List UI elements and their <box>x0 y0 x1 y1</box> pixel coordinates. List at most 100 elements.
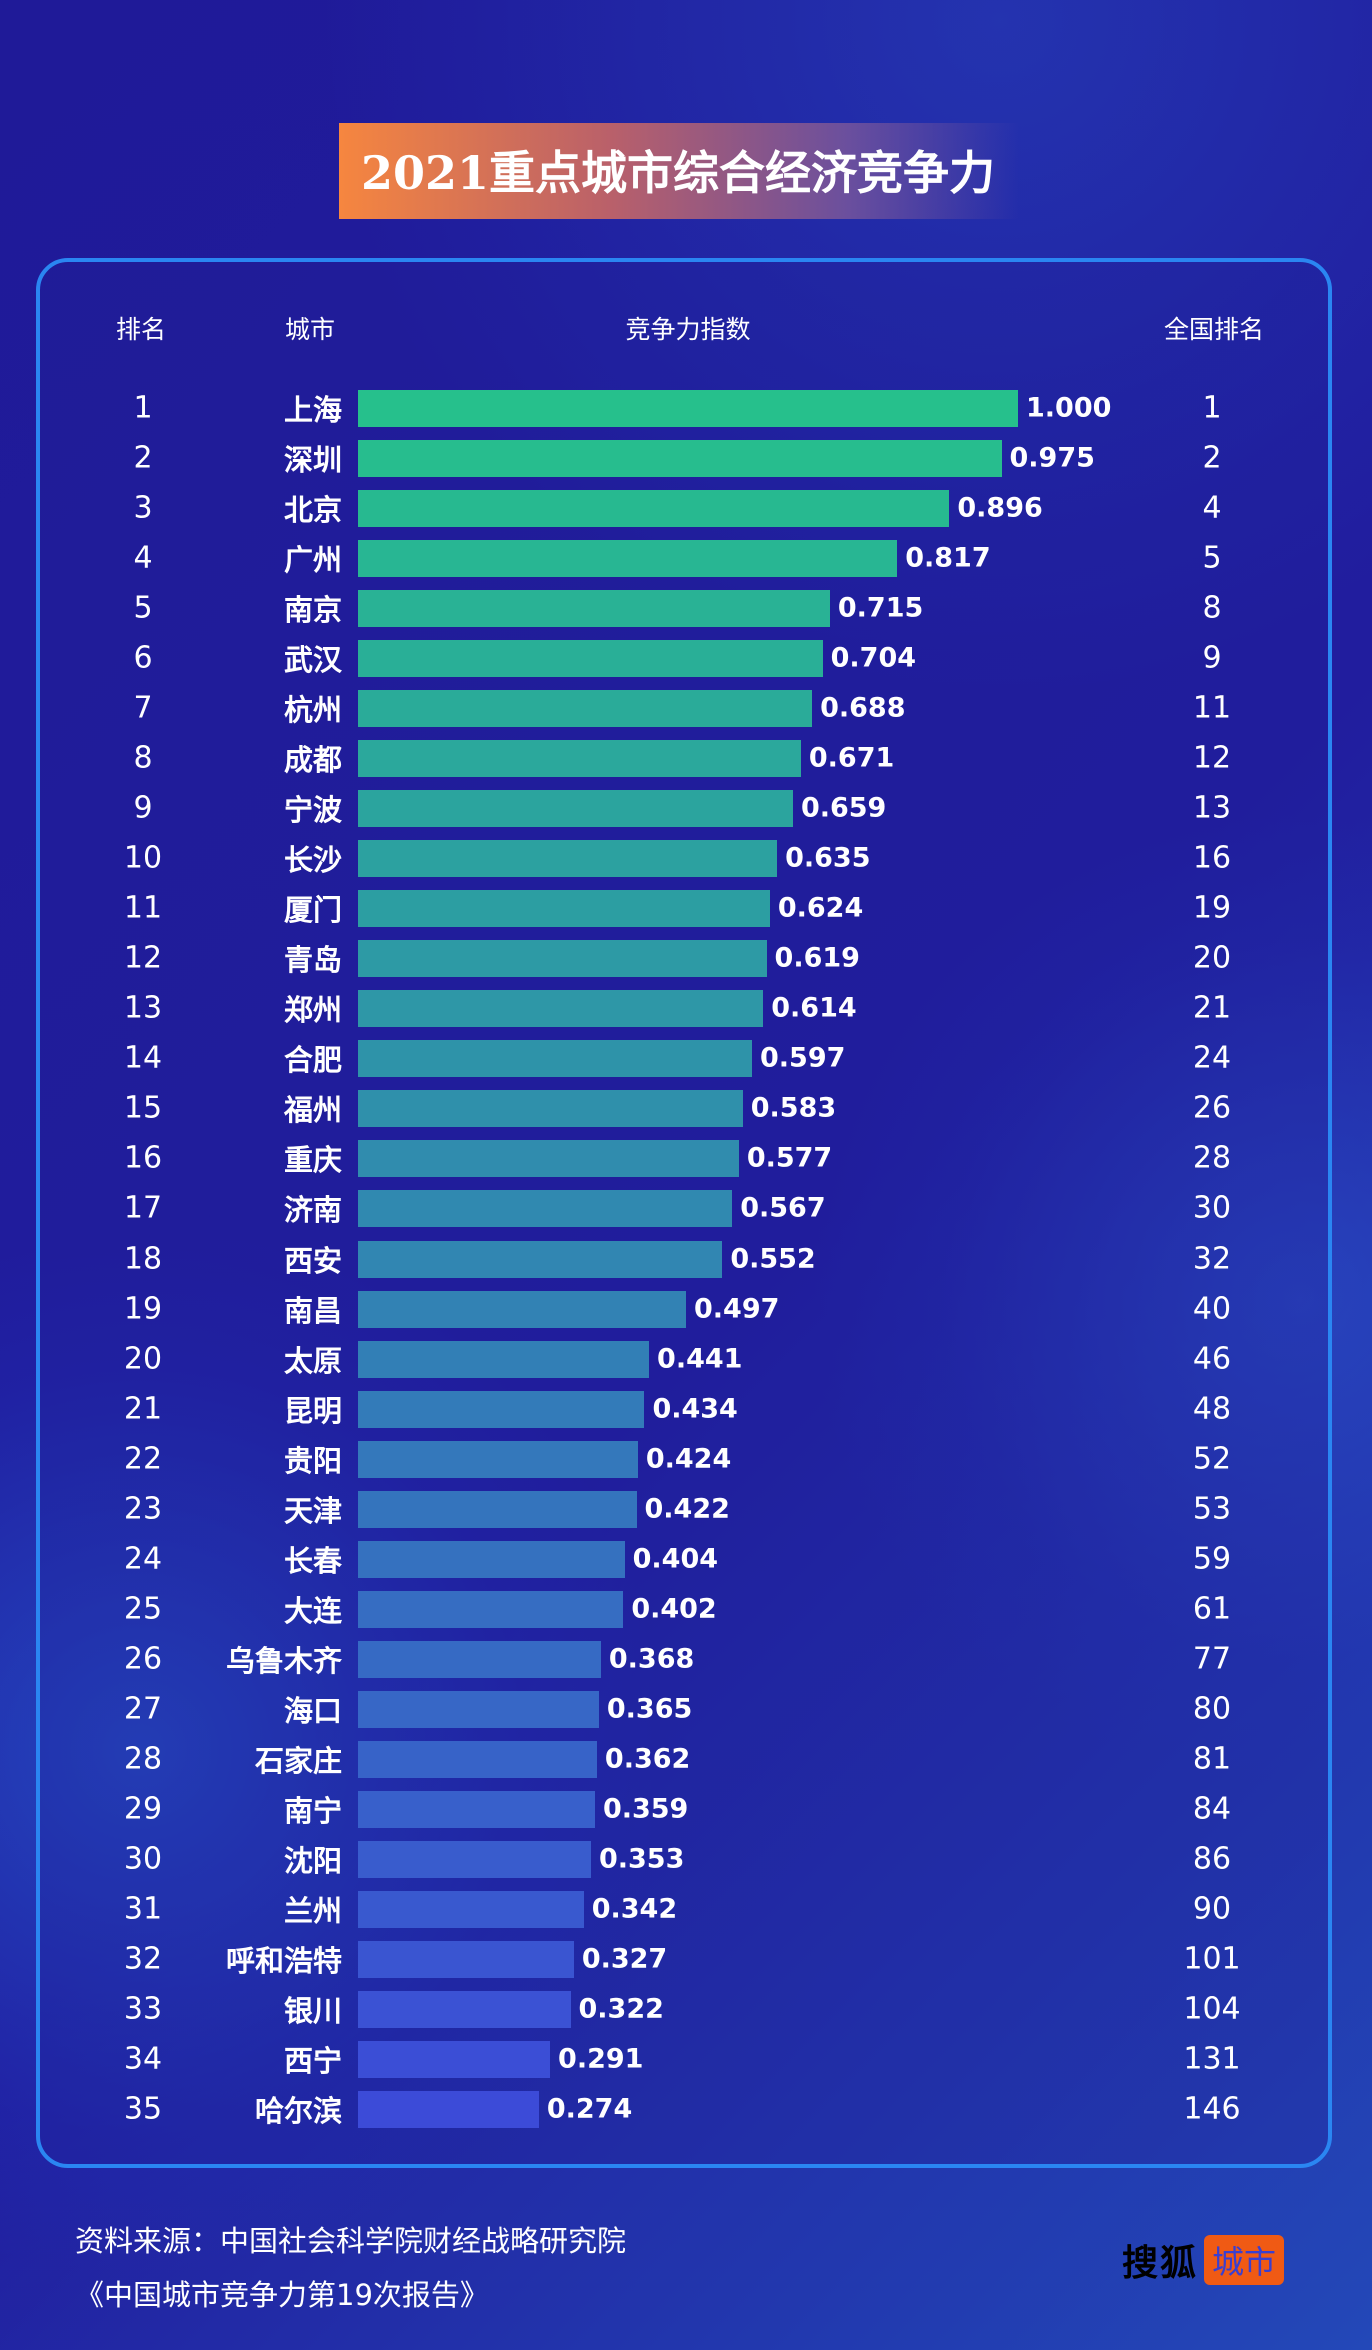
header-index: 竞争力指数 <box>625 315 751 344</box>
table-row: 33 银川 0.322 104 <box>0 1984 1372 2034</box>
bar <box>358 1190 733 1228</box>
city-cell: 银川 <box>283 1993 342 2028</box>
value-label: 0.441 <box>657 1343 743 1375</box>
table-row: 11 厦门 0.624 19 <box>0 883 1372 933</box>
city-cell: 深圳 <box>283 443 342 478</box>
value-label: 0.975 <box>1009 442 1095 474</box>
city-cell: 兰州 <box>283 1893 342 1928</box>
national-rank-cell: 80 <box>1192 1691 1232 1727</box>
rank-cell: 23 <box>123 1491 163 1527</box>
bar <box>358 590 830 628</box>
city-cell: 广州 <box>283 543 342 578</box>
bar <box>358 1040 753 1078</box>
bar <box>358 1940 574 1978</box>
header-rank: 排名 <box>115 315 167 344</box>
national-rank-cell: 24 <box>1192 1040 1232 1076</box>
bar <box>358 490 950 528</box>
national-rank-cell: 131 <box>1183 2041 1241 2077</box>
national-rank-cell: 40 <box>1192 1291 1232 1327</box>
table-row: 22 贵阳 0.424 52 <box>0 1434 1372 1484</box>
city-cell: 宁波 <box>283 793 342 828</box>
table-row: 6 武汉 0.704 9 <box>0 633 1372 683</box>
source-line-2: 《中国城市竞争力第19次报告》 <box>75 2278 489 2312</box>
value-label: 0.342 <box>591 1893 678 1925</box>
rank-cell: 14 <box>123 1040 163 1076</box>
rank-cell: 20 <box>123 1341 163 1377</box>
city-cell: 哈尔滨 <box>254 2094 342 2129</box>
value-label: 1.000 <box>1026 392 1112 424</box>
city-cell: 青岛 <box>283 943 342 978</box>
value-label: 0.422 <box>644 1493 730 1525</box>
value-label: 0.715 <box>837 592 924 624</box>
value-label: 0.274 <box>546 2093 633 2125</box>
bar <box>358 1240 723 1278</box>
bar <box>358 940 767 978</box>
value-label: 0.614 <box>771 992 857 1024</box>
table-row: 20 太原 0.441 46 <box>0 1334 1372 1384</box>
national-rank-cell: 21 <box>1192 990 1232 1026</box>
table-row: 16 重庆 0.577 28 <box>0 1133 1372 1183</box>
bar <box>358 2040 551 2078</box>
rank-cell: 21 <box>123 1391 163 1427</box>
bar <box>358 640 823 678</box>
rank-cell: 19 <box>123 1291 163 1327</box>
value-label: 0.659 <box>800 792 887 824</box>
table-row: 2 深圳 0.975 2 <box>0 433 1372 483</box>
table-row: 34 西宁 0.291 131 <box>0 2034 1372 2084</box>
national-rank-cell: 12 <box>1192 740 1232 776</box>
rank-cell: 1 <box>133 390 153 426</box>
value-label: 0.577 <box>746 1142 833 1174</box>
city-cell: 贵阳 <box>283 1443 342 1478</box>
bar <box>358 1990 571 2028</box>
value-label: 0.896 <box>957 492 1043 524</box>
rank-cell: 13 <box>123 990 163 1026</box>
national-rank-cell: 59 <box>1192 1541 1232 1577</box>
rank-cell: 35 <box>123 2091 163 2127</box>
table-row: 13 郑州 0.614 21 <box>0 983 1372 1033</box>
bar <box>358 690 813 728</box>
value-label: 0.567 <box>740 1192 826 1224</box>
table-row: 31 兰州 0.342 90 <box>0 1884 1372 1934</box>
rank-cell: 7 <box>133 690 153 726</box>
value-label: 0.619 <box>774 942 860 974</box>
city-cell: 南京 <box>283 593 342 628</box>
table-row: 7 杭州 0.688 11 <box>0 683 1372 733</box>
city-cell: 西宁 <box>283 2043 342 2078</box>
city-cell: 大连 <box>283 1593 342 1628</box>
national-rank-cell: 104 <box>1183 1991 1241 2027</box>
table-row: 28 石家庄 0.362 81 <box>0 1734 1372 1784</box>
city-cell: 成都 <box>283 743 342 778</box>
rank-cell: 8 <box>133 740 153 776</box>
national-rank-cell: 2 <box>1202 440 1222 476</box>
city-cell: 武汉 <box>283 643 342 678</box>
bar <box>358 740 801 778</box>
national-rank-cell: 32 <box>1192 1241 1232 1276</box>
logo-text: 搜狐 <box>1122 2243 1199 2284</box>
rank-cell: 30 <box>123 1841 163 1877</box>
value-label: 0.359 <box>602 1793 689 1825</box>
national-rank-cell: 48 <box>1192 1391 1232 1427</box>
rank-cell: 12 <box>123 940 163 976</box>
national-rank-cell: 84 <box>1192 1791 1232 1827</box>
city-cell: 合肥 <box>283 1043 342 1078</box>
city-cell: 郑州 <box>283 993 342 1028</box>
city-cell: 长春 <box>283 1543 342 1578</box>
bar <box>358 790 793 828</box>
national-rank-cell: 86 <box>1192 1841 1232 1877</box>
rank-cell: 26 <box>123 1641 163 1677</box>
value-label: 0.635 <box>785 842 871 874</box>
table-row: 32 呼和浩特 0.327 101 <box>0 1934 1372 1984</box>
table-row: 10 长沙 0.635 16 <box>0 833 1372 883</box>
table-row: 21 昆明 0.434 48 <box>0 1384 1372 1434</box>
national-rank-cell: 16 <box>1192 840 1232 876</box>
title-banner: 2021重点城市综合经济竞争力 <box>339 123 1019 219</box>
table-row: 25 大连 0.402 61 <box>0 1584 1372 1634</box>
rank-cell: 2 <box>133 440 153 476</box>
bar <box>358 1390 645 1428</box>
value-label: 0.624 <box>777 892 864 924</box>
national-rank-cell: 13 <box>1192 790 1232 826</box>
city-cell: 西安 <box>283 1243 342 1278</box>
value-label: 0.552 <box>730 1243 816 1274</box>
city-cell: 海口 <box>283 1693 342 1728</box>
header-city: 城市 <box>284 315 336 344</box>
